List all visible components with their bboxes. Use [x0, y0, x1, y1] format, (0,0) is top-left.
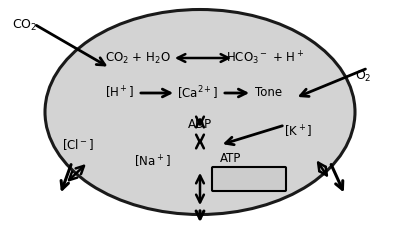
Text: O$_2$: O$_2$: [355, 69, 372, 84]
Text: HCO$_3$$^-$ + H$^+$: HCO$_3$$^-$ + H$^+$: [226, 49, 304, 67]
Text: [Ca$^{2+}$]: [Ca$^{2+}$]: [177, 84, 219, 102]
Text: CO$_2$: CO$_2$: [12, 18, 37, 33]
Ellipse shape: [45, 10, 355, 215]
Text: [Cl$^-$]: [Cl$^-$]: [62, 137, 94, 152]
Text: ATP: ATP: [220, 151, 241, 164]
FancyBboxPatch shape: [212, 167, 286, 191]
Text: [K$^+$]: [K$^+$]: [284, 124, 312, 140]
Text: ADP: ADP: [188, 117, 212, 130]
Text: Tone: Tone: [255, 86, 282, 99]
Text: CO$_2$ + H$_2$O: CO$_2$ + H$_2$O: [105, 51, 171, 65]
Text: [Na$^+$]: [Na$^+$]: [134, 154, 170, 170]
Text: [H$^+$]: [H$^+$]: [105, 85, 135, 101]
